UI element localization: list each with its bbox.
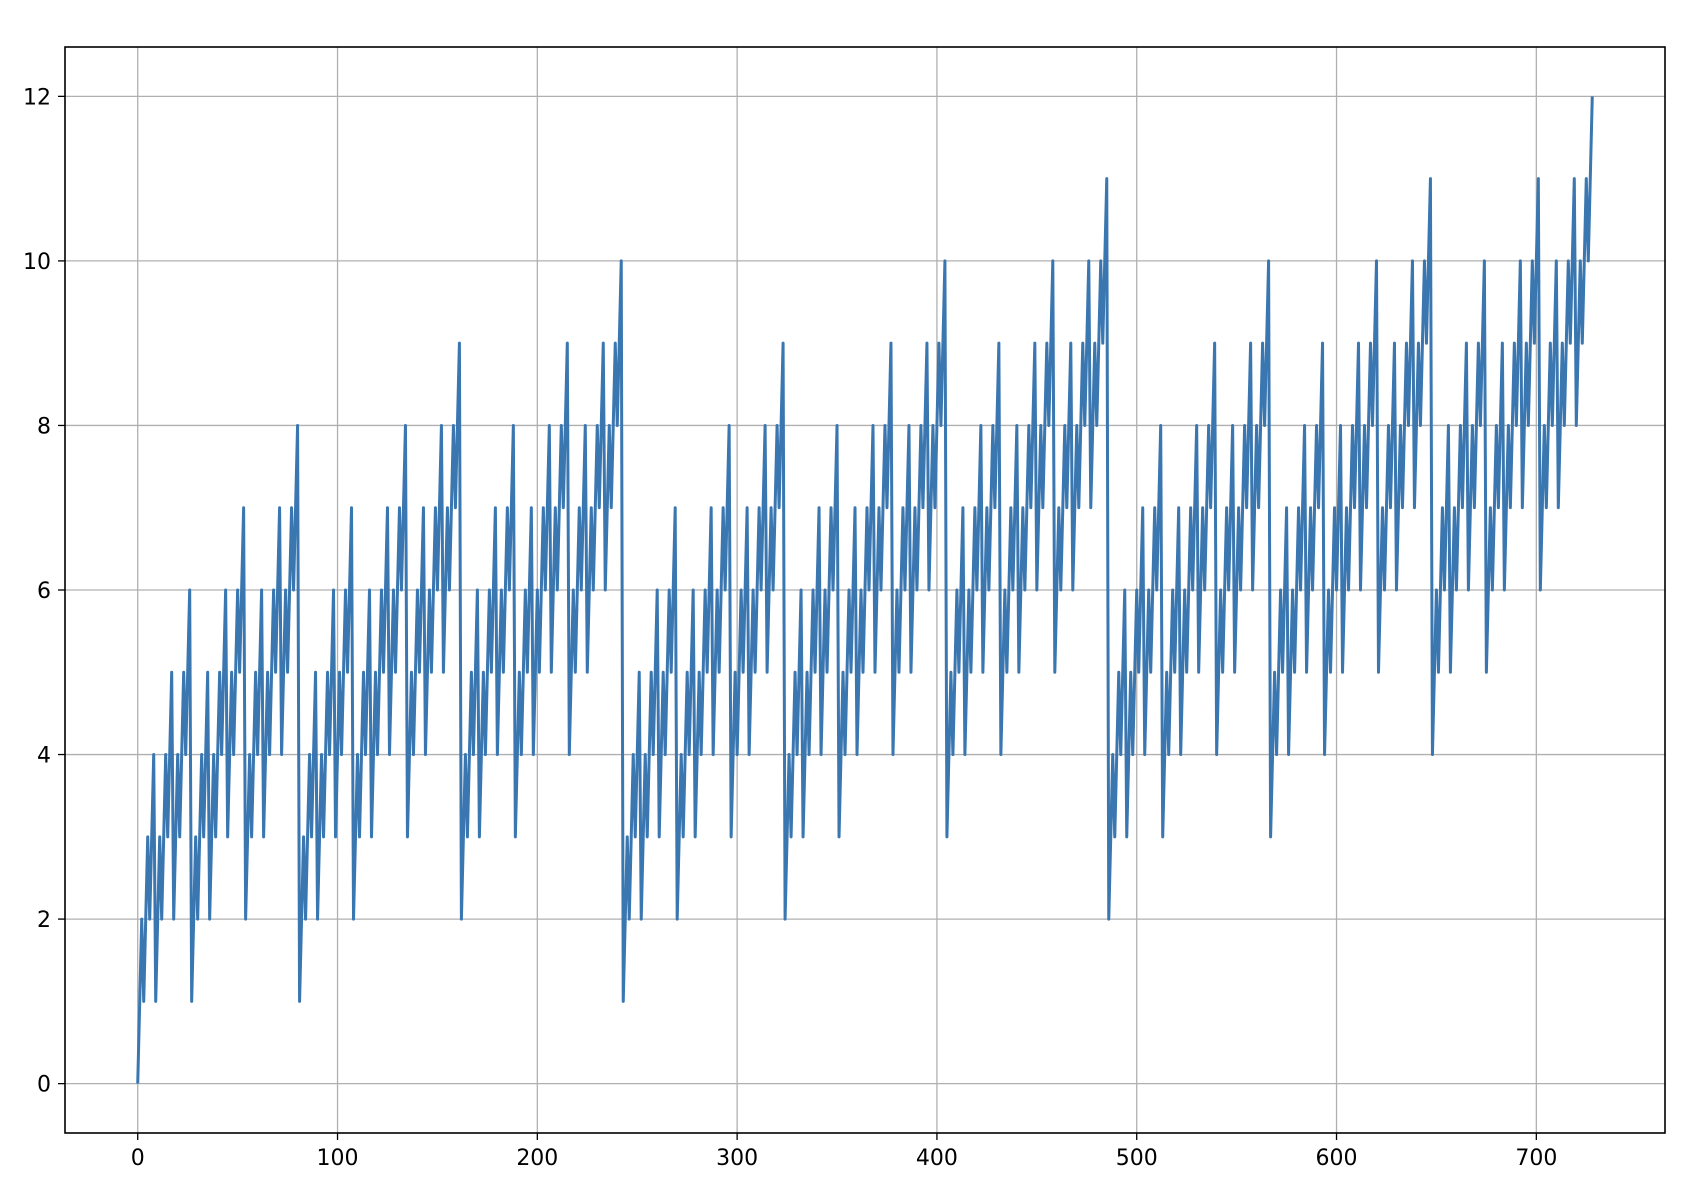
y-tick-label: 10 [23, 250, 51, 275]
plot-area [136, 96, 1594, 1084]
x-tick-label: 400 [916, 1146, 958, 1171]
x-tick-label: 200 [516, 1146, 558, 1171]
x-tick-label: 300 [716, 1146, 758, 1171]
y-tick-label: 0 [37, 1073, 51, 1098]
y-tick-label: 12 [23, 85, 51, 110]
y-tick-label: 4 [37, 744, 51, 769]
x-tick-label: 600 [1316, 1146, 1358, 1171]
x-tick-label: 500 [1116, 1146, 1158, 1171]
x-tick-label: 100 [317, 1146, 359, 1171]
x-tick-label: 0 [131, 1146, 145, 1171]
y-tick-label: 2 [37, 908, 51, 933]
ticks: 0 100 200 300 400 500 600 700 0 2 4 6 8 10 12 [23, 85, 1557, 1171]
line [136, 96, 1594, 1084]
x-tick-label: 700 [1515, 1146, 1557, 1171]
y-tick-label: 8 [37, 414, 51, 439]
y-tick-label: 6 [37, 579, 51, 604]
